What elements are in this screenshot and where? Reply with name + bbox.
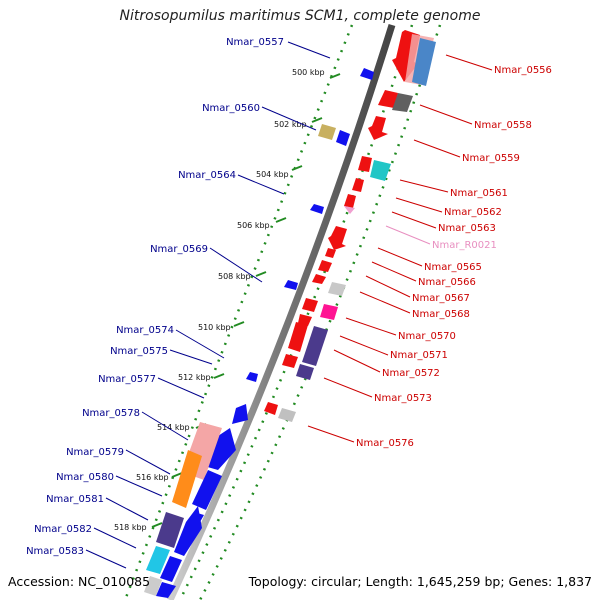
gene-label-right[interactable]: Nmar_0558	[474, 120, 532, 131]
gene-feature	[325, 248, 336, 258]
gene-feature	[288, 322, 308, 352]
gene-label-left[interactable]: Nmar_0560	[202, 103, 260, 114]
gene-label-left[interactable]: Nmar_0580	[56, 472, 114, 483]
gene-feature	[282, 354, 298, 368]
gene-label-left[interactable]: Nmar_0564	[178, 170, 236, 181]
tick-label-502: 502 kbp	[274, 120, 307, 129]
gene-label-left[interactable]: Nmar_0577	[98, 374, 156, 385]
gene-feature	[204, 428, 236, 470]
gene-feature	[370, 160, 391, 181]
gene-feature	[336, 130, 350, 146]
right-leader-lines	[307, 54, 493, 443]
tick-label-504: 504 kbp	[256, 170, 289, 179]
gene-feature	[360, 68, 374, 80]
tick-label-508: 508 kbp	[218, 272, 251, 281]
gene-label-right[interactable]: Nmar_0568	[412, 309, 470, 320]
gene-label-right[interactable]: Nmar_0556	[494, 65, 552, 76]
gene-feature	[160, 556, 182, 582]
gene-feature	[284, 280, 298, 290]
gene-label-right[interactable]: Nmar_0567	[412, 293, 470, 304]
gene-label-right[interactable]: Nmar_0571	[390, 350, 448, 361]
gene-feature	[278, 408, 296, 422]
gene-feature	[344, 194, 356, 208]
tick-label-516: 516 kbp	[136, 473, 169, 482]
gene-feature	[328, 282, 346, 296]
gene-feature	[264, 402, 278, 415]
gene-feature	[320, 304, 338, 320]
gene-label-left[interactable]: Nmar_0575	[110, 346, 168, 357]
gene-feature	[310, 204, 324, 214]
gene-feature	[312, 274, 326, 284]
gene-feature	[246, 372, 258, 382]
gene-feature	[302, 298, 318, 312]
gene-label-right[interactable]: Nmar_0573	[374, 393, 432, 404]
gene-feature	[146, 546, 170, 574]
gene-feature	[328, 226, 347, 250]
gene-label-right[interactable]: Nmar_0562	[444, 207, 502, 218]
gene-feature	[392, 93, 413, 112]
tick-guide-left	[123, 24, 354, 600]
left-leader-lines	[85, 41, 331, 569]
gene-feature	[318, 124, 336, 140]
gene-feature	[352, 178, 364, 192]
gene-feature	[302, 326, 328, 366]
tick-label-500: 500 kbp	[292, 68, 325, 77]
gene-feature	[174, 506, 202, 556]
gene-label-right[interactable]: Nmar_0570	[398, 331, 456, 342]
gene-feature	[318, 260, 332, 272]
tick-label-512: 512 kbp	[178, 373, 211, 382]
gene-feature	[156, 582, 176, 598]
gene-feature	[172, 450, 202, 508]
forward-strand-genes	[264, 30, 436, 422]
gene-feature	[298, 314, 312, 326]
gene-label-right[interactable]: Nmar_0576	[356, 438, 414, 449]
gene-feature	[144, 576, 162, 596]
tick-label-506: 506 kbp	[237, 221, 270, 230]
outer-guide-right	[198, 24, 442, 600]
genome-summary-text: Topology: circular; Length: 1,645,259 bp…	[248, 574, 592, 589]
gene-feature	[232, 404, 248, 424]
gene-label-left[interactable]: Nmar_0583	[26, 546, 84, 557]
gene-label-right[interactable]: Nmar_0566	[418, 277, 476, 288]
gene-label-left[interactable]: Nmar_0581	[46, 494, 104, 505]
map-title: Nitrosopumilus maritimus SCM1, complete …	[119, 8, 481, 24]
gene-feature	[368, 116, 388, 140]
tick-label-510: 510 kbp	[198, 323, 231, 332]
gene-label-left[interactable]: Nmar_0569	[150, 244, 208, 255]
gene-feature	[156, 512, 184, 548]
gene-label-right[interactable]: Nmar_0559	[462, 153, 520, 164]
gene-label-right[interactable]: Nmar_0565	[424, 262, 482, 273]
genome-backbone	[166, 23, 396, 600]
gene-feature	[412, 38, 436, 86]
gene-label-left[interactable]: Nmar_0574	[116, 325, 174, 336]
gene-feature	[296, 364, 314, 380]
gene-feature	[378, 90, 398, 108]
gene-label-right[interactable]: Nmar_0572	[382, 368, 440, 379]
gene-label-right[interactable]: Nmar_0561	[450, 188, 508, 199]
gene-label-left[interactable]: Nmar_0579	[66, 447, 124, 458]
tick-label-518: 518 kbp	[114, 523, 147, 532]
reverse-strand-genes	[144, 68, 374, 598]
accession-text: Accession: NC_010085	[8, 574, 151, 589]
gene-feature	[344, 206, 355, 214]
tick-label-514: 514 kbp	[157, 423, 190, 432]
gene-feature	[358, 156, 372, 172]
gene-label-right[interactable]: Nmar_R0021	[432, 240, 497, 251]
gene-label-left[interactable]: Nmar_0557	[226, 37, 284, 48]
gene-label-left[interactable]: Nmar_0582	[34, 524, 92, 535]
gene-label-left[interactable]: Nmar_0578	[82, 408, 140, 419]
gene-feature	[192, 470, 222, 510]
gene-label-right[interactable]: Nmar_0563	[438, 223, 496, 234]
